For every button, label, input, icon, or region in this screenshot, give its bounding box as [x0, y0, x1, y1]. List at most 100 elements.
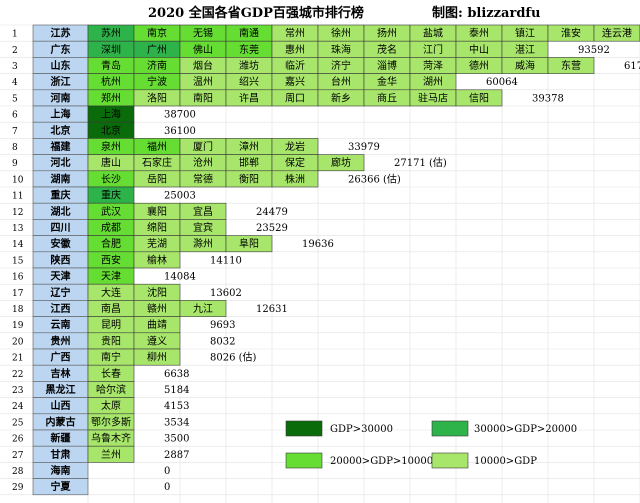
city-name: 石家庄 — [142, 156, 172, 169]
gdp-value: 39378 — [532, 93, 564, 104]
city-name: 泉州 — [101, 140, 121, 153]
gdp-value: 4153 — [164, 401, 189, 412]
city-name: 邯郸 — [239, 156, 259, 169]
row-number: 18 — [12, 305, 24, 315]
legend-label: 30000>GDP>20000 — [474, 424, 577, 435]
city-name: 珠海 — [331, 43, 351, 56]
province-name: 安徽 — [51, 237, 72, 250]
province-name: 湖北 — [51, 205, 71, 218]
city-name: 哈尔滨 — [96, 383, 126, 396]
city-name: 漳州 — [239, 140, 259, 153]
row-number: 1 — [12, 30, 18, 40]
province-name: 河南 — [51, 91, 71, 104]
province-name: 江苏 — [51, 27, 71, 40]
province-name: 上海 — [51, 108, 71, 121]
city-name: 济南 — [147, 59, 167, 72]
city-cell — [133, 348, 181, 366]
city-name: 佛山 — [193, 43, 213, 56]
city-name: 菏泽 — [423, 60, 443, 72]
city-name: 青岛 — [101, 59, 121, 72]
city-name: 南昌 — [101, 302, 121, 315]
city-name: 宜宾 — [193, 221, 213, 234]
city-name: 惠州 — [285, 43, 305, 56]
city-name: 常德 — [193, 172, 213, 185]
gdp-value: 9693 — [210, 320, 235, 331]
city-name: 湖州 — [423, 76, 443, 88]
city-name: 天津 — [101, 271, 121, 283]
city-cell — [87, 445, 135, 463]
city-name: 株洲 — [285, 172, 305, 185]
city-name: 龙岩 — [285, 140, 305, 153]
row-number: 15 — [12, 256, 24, 266]
city-name: 周口 — [285, 92, 305, 104]
province-name: 黑龙江 — [46, 383, 76, 396]
province-name: 山西 — [51, 399, 71, 412]
legend-swatch — [285, 452, 323, 469]
city-name: 唐山 — [101, 156, 121, 169]
gdp-value: 0 — [164, 466, 170, 477]
city-name: 德州 — [469, 59, 489, 72]
gdp-value: 3534 — [164, 417, 189, 428]
gdp-value: 24479 — [256, 207, 288, 218]
gdp-value: 26366 (估) — [348, 172, 401, 185]
gdp-value: 3500 — [164, 434, 189, 445]
city-name: 武汉 — [101, 205, 121, 218]
gdp-value: 12631 — [256, 304, 288, 315]
city-name: 淮安 — [561, 27, 581, 40]
city-name: 九江 — [193, 303, 213, 315]
city-name: 威海 — [515, 59, 535, 72]
row-number: 20 — [12, 337, 24, 347]
city-name: 郑州 — [101, 91, 121, 104]
city-cell — [225, 235, 273, 253]
city-name: 江门 — [423, 43, 443, 56]
city-name: 温州 — [193, 76, 213, 88]
province-name: 贵州 — [51, 334, 71, 347]
gdp-value: 93592 — [578, 45, 610, 56]
province-name: 福建 — [50, 140, 72, 153]
row-number: 23 — [12, 386, 24, 396]
city-name: 长春 — [101, 368, 121, 380]
gdp-value: 2887 — [164, 450, 189, 461]
row-number: 21 — [12, 354, 23, 364]
gdp-value: 8026 (估) — [210, 351, 257, 364]
province-name: 四川 — [51, 222, 71, 234]
chart-credit: 制图: blizzardfu — [432, 5, 540, 21]
city-name: 临沂 — [285, 59, 305, 72]
city-name: 盐城 — [423, 27, 443, 40]
row-number: 28 — [12, 467, 24, 477]
gdp-value: 6638 — [164, 369, 189, 380]
city-name: 金华 — [377, 75, 397, 88]
city-name: 南通 — [239, 27, 259, 40]
province-name: 云南 — [51, 318, 71, 331]
gdp-value: 33979 — [348, 142, 380, 153]
city-name: 东营 — [561, 59, 581, 72]
gdp-value: 60064 — [486, 77, 518, 88]
city-name: 徐州 — [331, 27, 351, 40]
city-name: 绵阳 — [147, 221, 167, 234]
row-number: 19 — [12, 321, 24, 331]
row-number: 3 — [12, 62, 18, 72]
city-name: 厦门 — [193, 140, 213, 153]
city-name: 沈阳 — [147, 286, 167, 299]
province-name: 天津 — [51, 270, 71, 283]
city-name: 廊坊 — [331, 156, 351, 169]
city-name: 太原 — [101, 399, 121, 412]
city-name: 潍坊 — [239, 59, 259, 72]
legend-swatch — [431, 452, 469, 469]
province-name: 内蒙古 — [46, 415, 76, 428]
row-number: 17 — [12, 289, 24, 299]
province-name: 辽宁 — [51, 286, 71, 299]
gdp-value: 5184 — [164, 385, 189, 396]
row-number: 7 — [12, 127, 18, 137]
city-name: 兰州 — [101, 448, 121, 461]
city-name: 淄博 — [377, 59, 397, 72]
table-rows: 1江苏苏州南京无锡南通常州徐州扬州盐城泰州镇江淮安连云港宿迁1046202广东深… — [12, 24, 640, 496]
city-name: 岳阳 — [147, 173, 167, 185]
city-name: 赣州 — [147, 302, 167, 315]
city-cell — [547, 57, 595, 74]
row-number: 22 — [12, 370, 23, 380]
legend-label: GDP>30000 — [330, 424, 393, 435]
city-name: 西安 — [101, 253, 121, 266]
row-number: 2 — [12, 46, 18, 56]
city-cell — [317, 154, 365, 172]
